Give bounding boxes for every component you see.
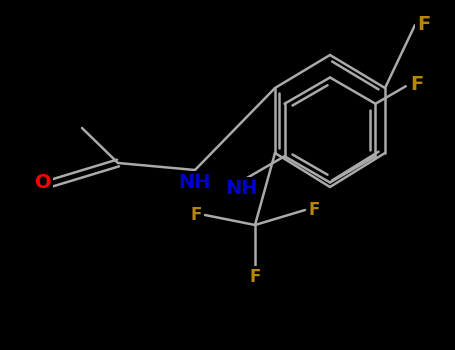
Text: F: F (417, 15, 430, 35)
Text: F: F (308, 201, 320, 219)
Text: F: F (249, 268, 261, 286)
Text: F: F (190, 206, 202, 224)
Text: NH: NH (225, 179, 258, 198)
Text: F: F (410, 75, 424, 94)
Text: NH: NH (179, 173, 211, 192)
Text: O: O (35, 174, 51, 192)
